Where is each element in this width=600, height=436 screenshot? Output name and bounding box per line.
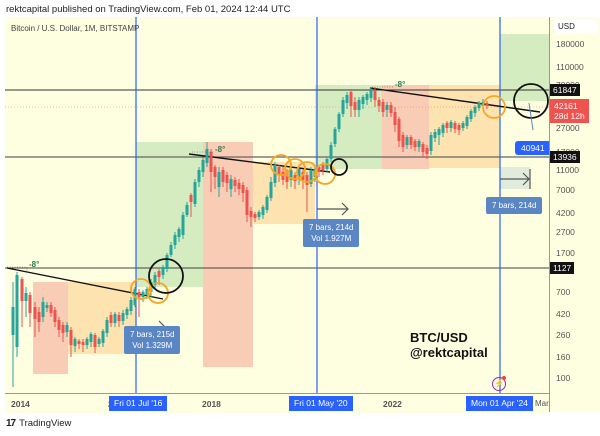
halving-date-tag: Mon 01 Apr '24	[466, 396, 533, 411]
bear-zone-3	[382, 85, 429, 169]
measure-bars: 7 bars, 215d	[130, 330, 175, 339]
alert-lightning-icon[interactable]: ⚡	[492, 377, 506, 391]
bull-zone-3	[500, 34, 549, 101]
time-axis[interactable]: 2014 2 2018 2022 Fri 01 Jul '16 Fri 01 M…	[5, 393, 549, 413]
publish-header: rektcapital published on TradingView.com…	[6, 4, 291, 15]
resistance-price-tag: 61847	[550, 84, 580, 96]
watermark-brand: BTC/USD @rektcapital	[410, 330, 488, 360]
projection-label[interactable]: 40941	[515, 141, 549, 155]
price-tick: 180000	[556, 39, 585, 49]
measure-volume: Vol 1.927M	[311, 234, 352, 243]
chart-area[interactable]: Bitcoin / U.S. Dollar, 1M, BITSTAMP -8° …	[5, 17, 600, 413]
brand-ticker: BTC/USD	[410, 330, 468, 345]
angle-label: -8°	[395, 80, 406, 89]
price-tick: 110000	[556, 62, 584, 72]
price-tick: 700	[556, 287, 571, 297]
price-tick: 27000	[556, 123, 580, 133]
price-tick: 11000	[556, 165, 580, 175]
year-label: 2022	[383, 399, 402, 409]
bar-countdown: 28d 12h	[554, 111, 585, 121]
year-label: 2014	[11, 399, 30, 409]
price-tick: 260	[556, 330, 571, 340]
price-axis[interactable]: USD 180000 110000 70000 27000 17000 1100…	[549, 17, 600, 412]
measure-bars: 7 bars, 214d	[309, 223, 354, 232]
symbol-label: Bitcoin / U.S. Dollar, 1M, BITSTAMP	[11, 24, 140, 33]
alert-badge-dot	[502, 376, 506, 380]
bull-zone-1	[136, 142, 203, 287]
current-price-tag: 42161 28d 12h	[550, 99, 589, 123]
current-price: 42161	[554, 101, 578, 111]
month-label: Mar	[535, 399, 549, 408]
measure-box-2024[interactable]: 7 bars, 214d	[486, 197, 543, 214]
price-tick: 4200	[556, 208, 575, 218]
footer: 17 TradingView	[6, 418, 71, 429]
price-tick: 7000	[556, 185, 575, 195]
halving-date-tag: Fri 01 May '20	[289, 396, 353, 411]
plot-area[interactable]: Bitcoin / U.S. Dollar, 1M, BITSTAMP -8° …	[5, 17, 549, 393]
footer-brand: TradingView	[19, 418, 72, 429]
price-tick: 1700	[556, 248, 575, 258]
price-tick: 160	[556, 352, 571, 362]
measure-volume: Vol 1.329M	[132, 341, 173, 350]
price-tick: 420	[556, 309, 571, 319]
price-tick: 2700	[556, 227, 575, 237]
halving-date-tag: Fri 01 Jul '16	[109, 396, 168, 411]
measure-bars: 7 bars, 214d	[492, 201, 537, 210]
angle-label: -8°	[29, 260, 40, 269]
chart-canvas	[5, 17, 549, 393]
mid-level-price-tag: 13936	[550, 151, 580, 163]
measure-box-2016[interactable]: 7 bars, 215d Vol 1.329M	[124, 326, 181, 354]
currency-selector[interactable]: USD	[554, 20, 598, 34]
tradingview-logo-icon: 17	[6, 418, 16, 429]
measure-box-2020[interactable]: 7 bars, 214d Vol 1.927M	[303, 219, 360, 247]
angle-label: -8°	[215, 145, 226, 154]
support-price-tag: 1127	[550, 262, 575, 274]
year-label: 2018	[202, 399, 221, 409]
price-tick: 100	[556, 373, 571, 383]
brand-handle: @rektcapital	[410, 345, 488, 360]
projection-box	[500, 167, 530, 189]
